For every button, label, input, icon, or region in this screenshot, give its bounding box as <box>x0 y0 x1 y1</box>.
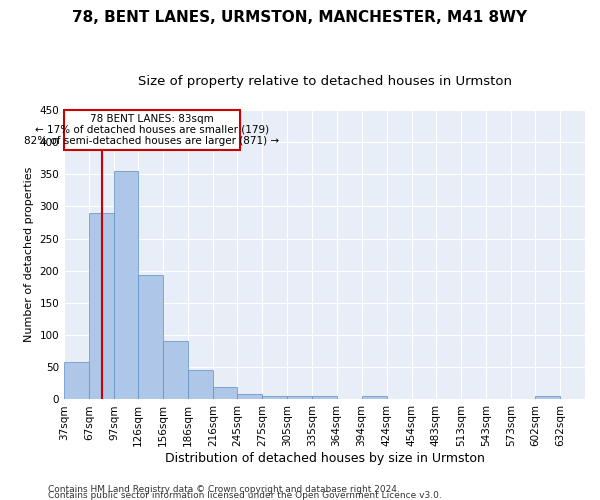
X-axis label: Distribution of detached houses by size in Urmston: Distribution of detached houses by size … <box>164 452 484 465</box>
FancyBboxPatch shape <box>64 110 240 150</box>
Bar <box>64 362 89 400</box>
Bar <box>313 396 337 400</box>
Bar <box>138 276 163 400</box>
Text: ← 17% of detached houses are smaller (179): ← 17% of detached houses are smaller (17… <box>35 125 269 135</box>
Text: 78, BENT LANES, URMSTON, MANCHESTER, M41 8WY: 78, BENT LANES, URMSTON, MANCHESTER, M41… <box>73 10 527 25</box>
Bar <box>213 386 238 400</box>
Bar <box>287 396 313 400</box>
Text: 82% of semi-detached houses are larger (871) →: 82% of semi-detached houses are larger (… <box>25 136 280 146</box>
Bar <box>238 394 262 400</box>
Bar <box>362 396 386 400</box>
Bar <box>262 396 287 400</box>
Y-axis label: Number of detached properties: Number of detached properties <box>24 167 34 342</box>
Text: 78 BENT LANES: 83sqm: 78 BENT LANES: 83sqm <box>90 114 214 124</box>
Bar <box>89 213 114 400</box>
Bar <box>114 171 138 400</box>
Text: Contains HM Land Registry data © Crown copyright and database right 2024.: Contains HM Land Registry data © Crown c… <box>48 484 400 494</box>
Bar <box>535 396 560 400</box>
Title: Size of property relative to detached houses in Urmston: Size of property relative to detached ho… <box>137 75 512 88</box>
Text: Contains public sector information licensed under the Open Government Licence v3: Contains public sector information licen… <box>48 491 442 500</box>
Bar <box>188 370 213 400</box>
Bar <box>163 341 188 400</box>
